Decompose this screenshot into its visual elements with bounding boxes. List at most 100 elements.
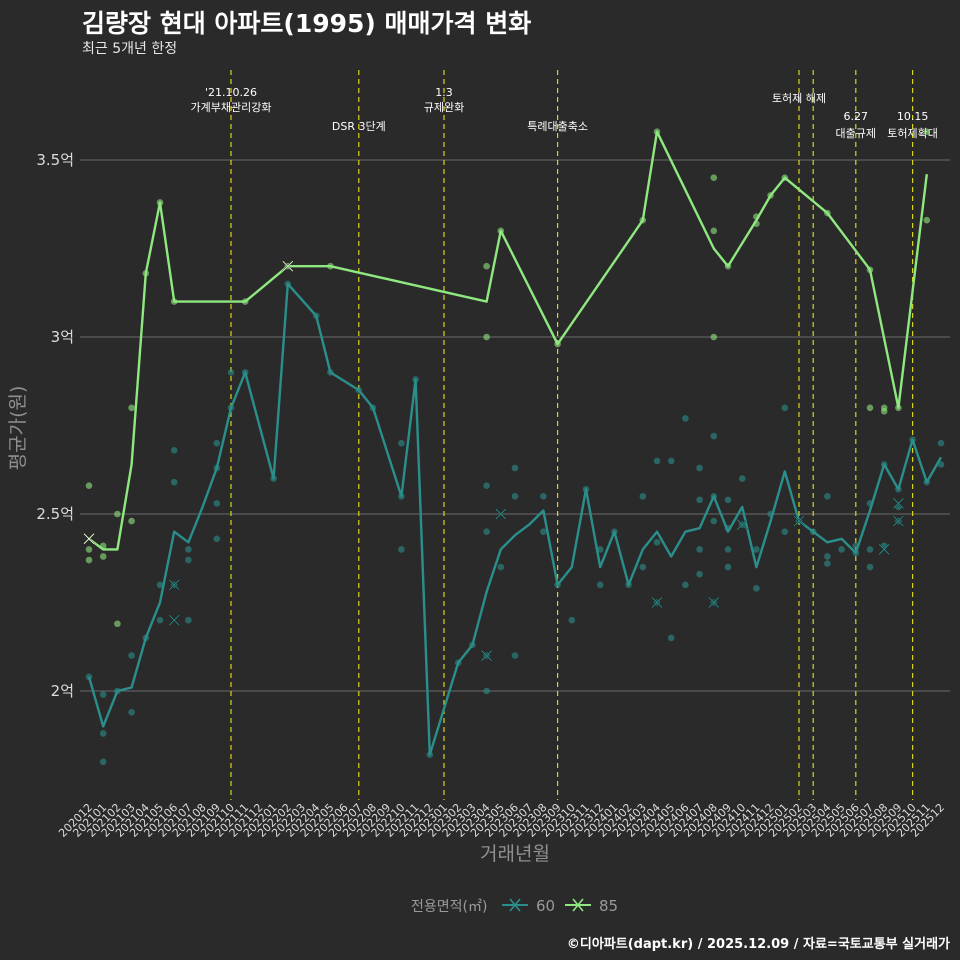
legend-title: 전용면적(㎡) [411,899,487,915]
chart-title: 김량장 현대 아파트(1995) 매매가격 변화 [82,9,532,38]
scatter-point-60 [710,517,718,525]
scatter-point-60 [483,482,490,489]
y-tick-label: 3억 [51,328,74,346]
scatter-point-60 [156,616,164,624]
scatter-point-60 [738,475,746,482]
scatter-point-60 [639,563,647,571]
scatter-point-60 [596,581,604,589]
y-tick-label: 2억 [51,682,74,700]
scatter-point-85 [483,333,490,341]
legend-swatch-cross [572,898,584,912]
scatter-point-85 [85,482,93,489]
legend-item-85 [565,898,591,912]
scatter-point-60 [227,369,235,376]
scatter-point-85 [114,620,121,628]
scatter-point-60 [213,500,221,507]
series-line-85 [88,130,928,551]
source-caption: ©디아파트(dapt.kr) / 2025.12.09 / 자료=국토교통부 실… [566,937,950,952]
event-label: 토허제확대 [887,127,938,140]
scatter-point-60 [156,581,164,589]
scatter-point-60 [682,415,689,422]
cross-marker-60 [892,515,904,527]
scatter-point-60 [781,404,789,412]
scatter-point-60 [99,730,107,737]
scatter-point-60 [653,539,661,546]
scatter-point-60 [128,708,135,716]
scatter-point-60 [824,560,831,567]
event-label: 대출규제 [836,127,876,140]
cross-marker-60 [168,579,180,591]
scatter-point-85 [880,404,888,412]
scatter-point-85 [99,553,107,560]
scatter-point-60 [568,616,576,624]
cross-marker-60 [168,614,180,626]
cross-marker-60-stroke [168,579,180,591]
legend-label-60: 60 [536,897,555,915]
legend-item-60 [502,898,528,912]
cross-marker-60-stroke [168,614,180,626]
scatter-point-60 [483,528,490,535]
event-label: '21.10.26 [205,86,257,99]
scatter-point-60 [483,687,490,695]
scatter-point-60 [99,758,107,766]
cross-marker-85 [282,260,294,272]
scatter-point-60 [866,563,874,571]
scatter-point-85 [128,404,135,412]
scatter-point-85 [710,333,718,341]
scatter-point-60 [653,457,661,465]
scatter-point-60 [170,478,178,486]
legend-label-85: 85 [599,897,618,915]
scatter-point-85 [923,216,931,224]
cross-marker-60-stroke [736,519,748,530]
event-label: 6.27 [844,110,869,123]
cross-marker-60 [736,519,748,531]
scatter-point-60 [696,496,703,504]
scatter-point-60 [937,461,945,468]
scatter-point-60 [185,616,192,624]
cross-marker-60-stroke [793,515,805,527]
y-axis-title: 평균가(원) [7,386,29,471]
series-line-60 [87,282,943,756]
cross-marker-60 [708,596,720,609]
event-label: 1.3 [435,86,453,99]
legend-swatch-cross [509,898,521,912]
scatter-point-60 [128,652,135,659]
y-tick-label: 2.5억 [36,505,74,523]
scatter-point-60 [185,546,192,553]
scatter-point-60 [99,691,107,698]
scatter-point-85 [710,174,718,181]
scatter-point-60 [511,464,519,472]
scatter-point-85 [923,128,931,135]
scatter-point-60 [838,546,845,553]
scatter-point-85 [128,517,135,525]
cross-marker-60-stroke [893,515,904,527]
cross-marker-60 [793,515,805,527]
scatter-point-60 [696,570,703,578]
y-tick-label: 3.5억 [36,151,74,169]
cross-marker-85-stroke [282,260,294,272]
cross-marker-60 [878,543,890,555]
scatter-point-60 [824,493,831,500]
event-label: 가계부채관리강화 [191,101,272,114]
event-label: 규제완화 [424,101,464,114]
cross-marker-60-stroke [481,650,492,661]
scatter-point-60 [937,439,945,447]
scatter-point-85 [483,262,490,270]
scatter-point-60 [667,457,675,465]
cross-marker-60 [495,508,507,520]
chart-subtitle: 최근 5개년 한정 [82,41,178,57]
price-chart: 2억 2.5억 3억 3.5억 '21.10.26 가계부채관리강화 DSR 3단계 1.3 규… [7,70,950,915]
scatter-point-60 [170,446,178,454]
scatter-point-60 [724,496,732,504]
scatter-point-60 [511,493,519,500]
cross-marker-60-stroke [495,508,507,520]
scatter-point-60 [398,546,405,553]
scatter-point-60 [596,546,604,553]
scatter-point-60 [724,546,732,553]
cross-marker-60-stroke [878,544,890,555]
scatter-point-85 [710,227,718,235]
scatter-point-60 [497,563,505,571]
scatter-point-85 [114,510,121,518]
scatter-point-60 [213,439,221,447]
cross-marker-60-stroke [893,498,904,509]
